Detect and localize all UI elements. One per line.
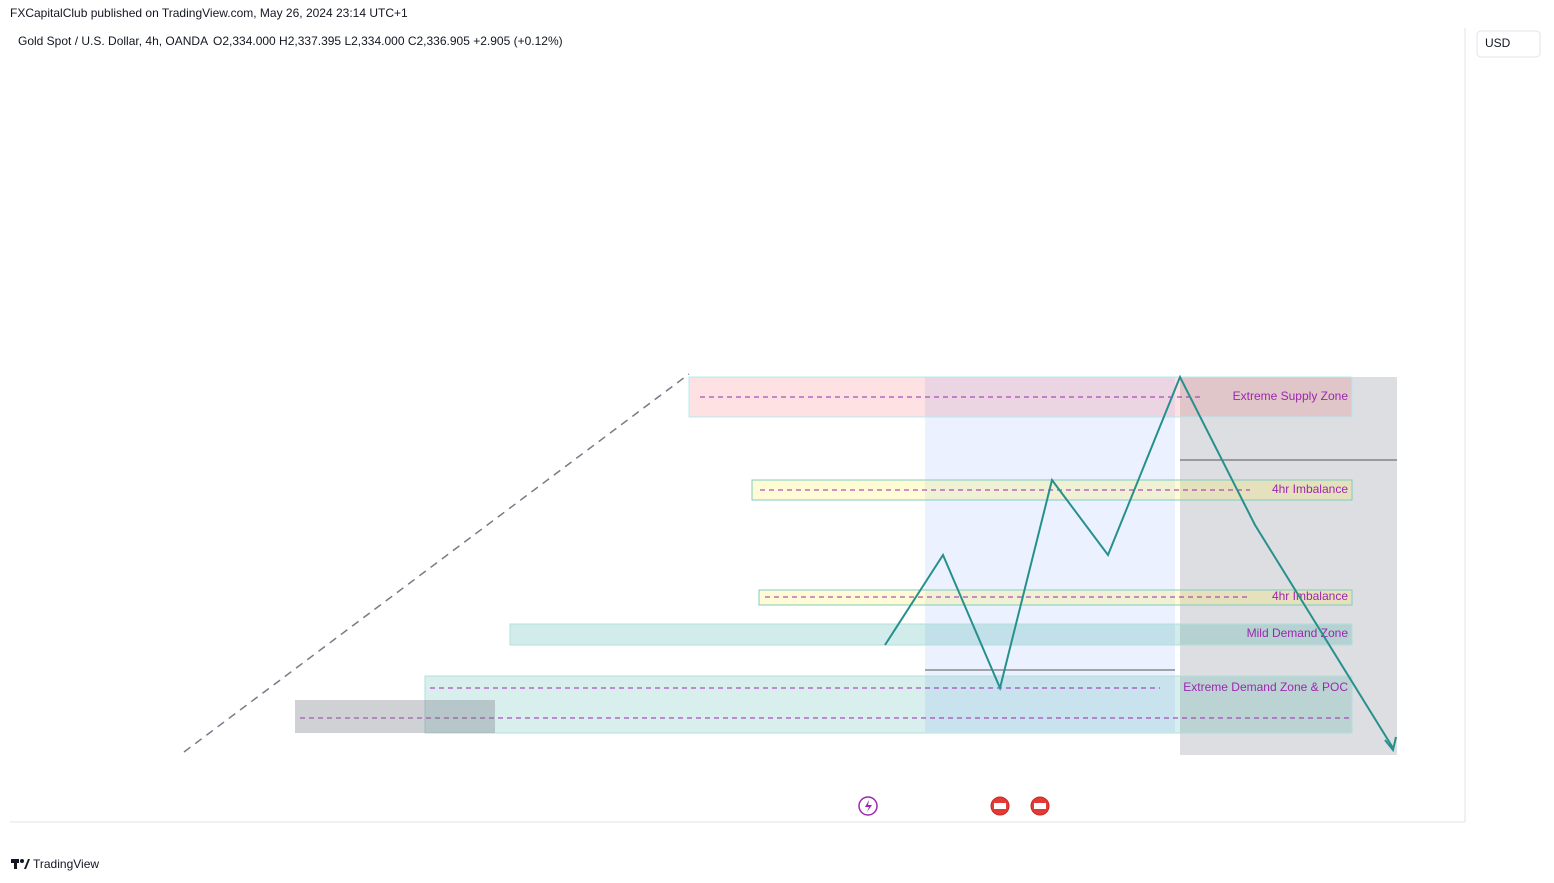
demand-zone bbox=[424, 675, 1353, 734]
chart-title: Gold Spot / U.S. Dollar, 4h, OANDA bbox=[18, 34, 208, 48]
fib-trend-line bbox=[183, 373, 690, 753]
publisher: FXCapitalClub published on TradingView.c… bbox=[10, 6, 408, 20]
zones: Extreme Supply Zone 4hr Imbalance 4hr Im… bbox=[183, 373, 1397, 755]
projection-arrow bbox=[1384, 736, 1397, 753]
ohlc-readout: O2,334.000 H2,337.395 L2,334.000 C2,336.… bbox=[213, 34, 563, 48]
plot-area bbox=[10, 28, 1465, 822]
logo bbox=[11, 859, 30, 869]
zone-label: Extreme Demand Zone & POC bbox=[1183, 680, 1348, 694]
logo-mark bbox=[20, 859, 24, 863]
zone-label: Extreme Supply Zone bbox=[1233, 389, 1349, 403]
projection-box bbox=[925, 377, 1175, 732]
demand-zone bbox=[509, 623, 1353, 646]
zone-label: Mild Demand Zone bbox=[1247, 626, 1349, 640]
logo-mark bbox=[24, 859, 30, 869]
logo-mark bbox=[14, 859, 17, 869]
projection-path bbox=[884, 374, 1394, 749]
currency-button[interactable] bbox=[1476, 30, 1541, 58]
poc-box bbox=[295, 700, 495, 733]
projection-box bbox=[1180, 377, 1397, 755]
zone-label: 4hr Imbalance bbox=[1272, 482, 1348, 496]
zone-label: 4hr Imbalance bbox=[1272, 589, 1348, 603]
event-icon bbox=[994, 803, 1006, 809]
event-icons bbox=[858, 796, 1050, 816]
event-icon bbox=[865, 800, 872, 812]
event-icon bbox=[1034, 803, 1046, 809]
currency[interactable]: USD bbox=[1485, 36, 1511, 50]
footer-brand: TradingView bbox=[33, 857, 99, 871]
